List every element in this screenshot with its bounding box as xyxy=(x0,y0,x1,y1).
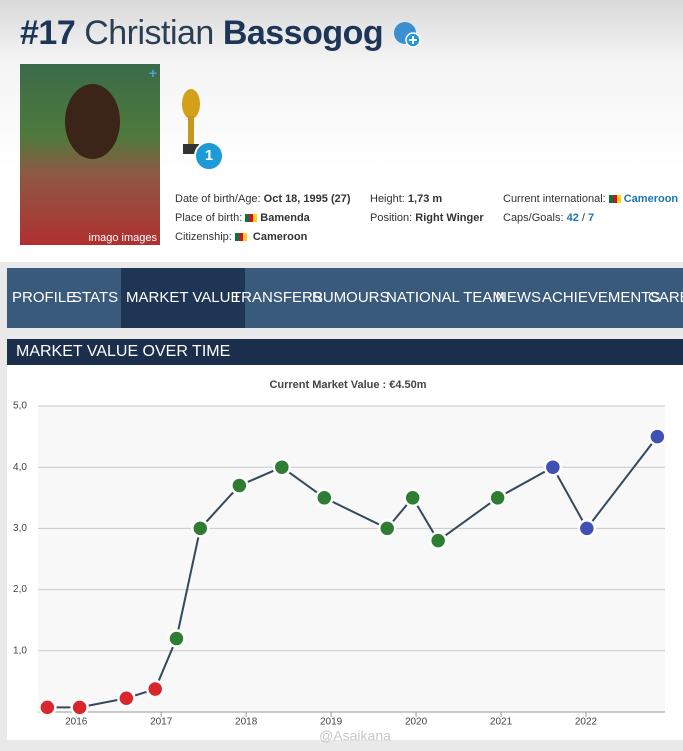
x-tick-label: 2019 xyxy=(320,717,343,728)
info-row: Current international: Cameroon xyxy=(503,193,678,205)
info-row: Citizenship: Cameroon xyxy=(175,231,307,243)
value: 1,73 m xyxy=(407,193,443,205)
watermark: @Asaikana xyxy=(319,728,391,744)
club-marker xyxy=(577,519,597,538)
player-name: #17 Christian Bassogog xyxy=(20,14,422,53)
shirt-number: #17 xyxy=(20,14,76,52)
club-marker xyxy=(315,488,334,508)
info-row: Height: 1,73 m xyxy=(370,193,442,205)
club-marker xyxy=(70,698,89,717)
club-marker xyxy=(117,688,136,708)
info-row: Place of birth: Bamenda xyxy=(175,212,310,224)
y-tick-label: 5,0 xyxy=(13,401,27,412)
trophy-count: 1 xyxy=(194,141,224,171)
nav-item[interactable]: STATS ▾ xyxy=(72,289,130,306)
nav-item[interactable]: RUMOURS xyxy=(312,289,390,306)
x-tick-label: 2022 xyxy=(575,717,598,728)
face xyxy=(65,84,120,159)
label: Place of birth: xyxy=(175,212,243,224)
label: Caps/Goals: xyxy=(503,212,564,224)
value[interactable]: Cameroon xyxy=(623,193,679,205)
club-marker xyxy=(272,457,292,477)
label: Citizenship: xyxy=(175,231,232,243)
plot-area xyxy=(38,406,665,712)
x-tick-label: 2017 xyxy=(150,717,173,728)
section-title: MARKET VALUE OVER TIME xyxy=(7,339,683,365)
club-marker xyxy=(403,488,422,508)
last-name: Bassogog xyxy=(222,14,384,52)
goals[interactable]: 7 xyxy=(588,212,595,224)
photo-credit: imago images xyxy=(88,232,157,244)
value-line xyxy=(47,435,659,709)
y-tick-label: 3,0 xyxy=(13,523,27,534)
club-marker xyxy=(543,457,563,477)
nav-item[interactable]: TRANSFERS xyxy=(232,289,323,306)
label: Position: xyxy=(370,212,413,224)
club-marker xyxy=(377,519,397,538)
player-photo: + imago images xyxy=(20,64,160,245)
value: Oct 18, 1995 (27) xyxy=(263,193,351,205)
club-marker xyxy=(230,476,249,495)
follow-icon[interactable] xyxy=(392,20,422,50)
label: Date of birth/Age: xyxy=(175,193,261,205)
x-tick-label: 2018 xyxy=(235,717,258,728)
plus[interactable]: + xyxy=(148,65,157,81)
nav-item[interactable]: NEWS xyxy=(496,289,541,306)
trophy-icon xyxy=(182,89,200,154)
label: Current international: xyxy=(503,193,606,205)
label: Height: xyxy=(370,193,405,205)
nav-bar: PROFILE STATS ▾ MARKET VALUE TRANSFERS RUMOU… xyxy=(7,268,683,328)
x-tick-label: 2020 xyxy=(405,717,428,728)
first-name: Christian xyxy=(84,14,214,52)
club-marker xyxy=(38,698,57,717)
club-marker xyxy=(488,488,507,508)
nav-item[interactable]: ACHIEVEMENTS xyxy=(542,289,661,306)
info-row: Date of birth/Age: Oct 18, 1995 (27) xyxy=(175,193,351,205)
value: Right Winger xyxy=(415,212,484,224)
x-tick-label: 2016 xyxy=(65,717,88,728)
club-marker xyxy=(145,679,165,699)
club-marker xyxy=(191,519,210,538)
chart-title: Current Market Value : €4.50m xyxy=(269,379,426,391)
nav-item[interactable]: CAREER xyxy=(648,289,683,306)
y-tick-label: 4,0 xyxy=(13,462,27,473)
caps[interactable]: 42 xyxy=(566,212,579,224)
separator: / xyxy=(581,212,585,224)
nav-item[interactable]: PROFILE xyxy=(12,289,77,306)
club-marker xyxy=(167,629,186,648)
y-tick-label: 2,0 xyxy=(13,584,27,595)
x-tick-label: 2021 xyxy=(490,717,513,728)
club-marker xyxy=(648,427,667,446)
info-row: Position: Right Winger xyxy=(370,212,484,224)
nav-item[interactable]: MARKET VALUE xyxy=(121,268,246,328)
info-row: Caps/Goals: 42 / 7 xyxy=(503,212,594,224)
nav-item[interactable]: NATIONAL TEAM xyxy=(386,289,505,306)
value: Cameroon xyxy=(252,231,308,243)
value: Bamenda xyxy=(260,212,310,224)
club-marker xyxy=(428,531,448,550)
y-tick-label: 1,0 xyxy=(13,645,27,656)
